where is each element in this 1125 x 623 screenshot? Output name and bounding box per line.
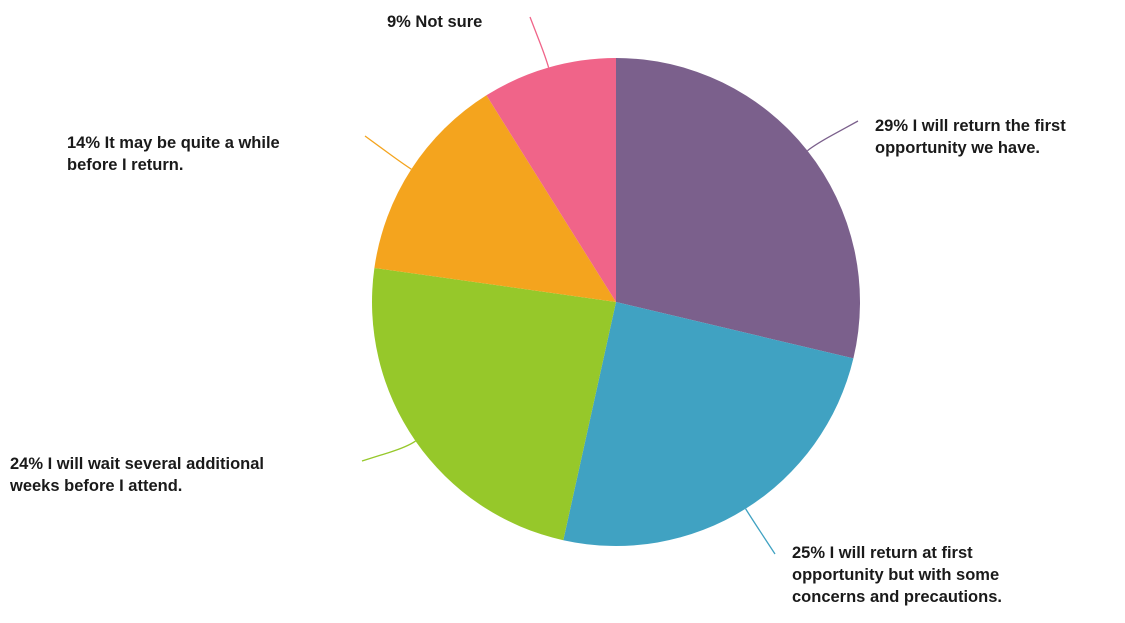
slice-label-line: 24% I will wait several additional xyxy=(10,455,264,473)
pie-slice-5 xyxy=(486,58,616,302)
slice-label-line: 25% I will return at first xyxy=(792,544,973,562)
slice-label-line: concerns and precautions. xyxy=(792,588,1002,606)
pie-slice-1 xyxy=(616,57,861,359)
slice-label-5: 9% Not sure xyxy=(387,13,482,31)
slice-label-3: 24% I will wait several additional weeks … xyxy=(9,455,264,495)
slice-label-line: 29% I will return the first xyxy=(875,117,1066,135)
slice-label-line: opportunity but with some xyxy=(792,566,999,584)
pie-slices xyxy=(372,57,861,547)
leader-line-5 xyxy=(529,16,550,68)
pie-slice-4 xyxy=(374,95,616,302)
pie-slice-3 xyxy=(372,267,616,541)
slice-label-line: before I return. xyxy=(67,156,183,174)
leader-lines xyxy=(361,16,859,555)
slice-label-line: 9% Not sure xyxy=(387,13,482,31)
slice-labels: 29% I will return the first opportunity w… xyxy=(9,13,1066,606)
leader-line-1 xyxy=(807,120,859,152)
slice-label-line: opportunity we have. xyxy=(875,139,1040,157)
leader-line-4 xyxy=(364,135,412,170)
slice-label-4: 14% It may be quite a while before I retu… xyxy=(67,134,280,174)
leader-line-3 xyxy=(361,440,416,462)
slice-label-2: 25% I will return at first opportunity bu… xyxy=(792,544,1002,606)
slice-label-line: weeks before I attend. xyxy=(9,477,182,495)
slice-label-line: 14% It may be quite a while xyxy=(67,134,280,152)
slice-label-1: 29% I will return the first opportunity w… xyxy=(875,117,1066,157)
leader-line-2 xyxy=(745,508,776,555)
pie-slice-2 xyxy=(563,302,854,547)
